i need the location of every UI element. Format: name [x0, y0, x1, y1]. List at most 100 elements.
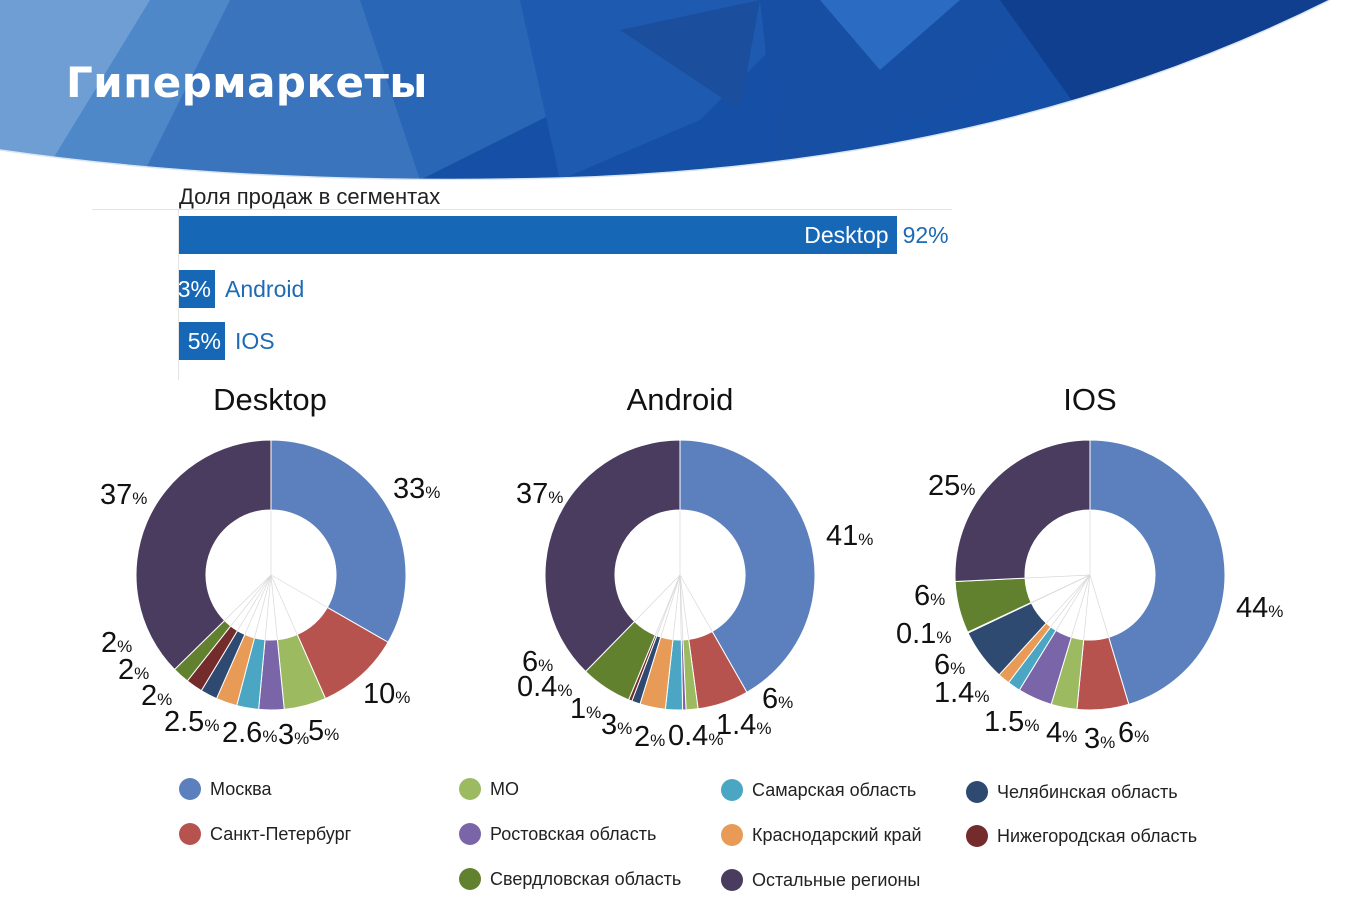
donut-guide-line: [1050, 574, 1091, 628]
donut-slice-desktop-9: [135, 439, 272, 671]
legend-item-chelyabinsk: Челябинская область: [966, 779, 1178, 805]
legend-label: Самарская область: [752, 779, 917, 800]
donut-guide-line: [1045, 574, 1091, 624]
bar-category-android: Android: [225, 276, 305, 302]
donut-label-desktop-6: 2%: [141, 680, 172, 712]
donut-label-ios-2: 3%: [1084, 723, 1115, 755]
donut-slice-android-9: [544, 439, 681, 673]
donut-guide-line: [1055, 574, 1091, 631]
bar-category-ios: IOS: [235, 328, 275, 354]
donut-label-desktop-5: 2.5%: [164, 706, 219, 738]
donut-label-android-8: 6%: [522, 646, 553, 678]
bar-value-ios: 5%: [187, 328, 221, 354]
bar-value-desktop: 92%: [902, 222, 949, 248]
donut-guide-line: [270, 574, 328, 608]
legend-swatch: [179, 823, 201, 845]
donut-guide-line: [654, 574, 681, 636]
donut-guide-line: [672, 574, 681, 640]
bar-category-desktop: Desktop: [804, 222, 889, 248]
legend-item-rostov: Ростовская область: [459, 821, 656, 847]
legend-swatch: [966, 781, 988, 803]
donut-guide-line: [1083, 574, 1091, 640]
donut-label-ios-8: 6%: [914, 580, 945, 612]
legend-swatch: [721, 869, 743, 891]
legend-item-other: Остальные регионы: [721, 867, 920, 893]
legend-swatch: [966, 825, 988, 847]
legend-item-spb: Санкт-Петербург: [179, 821, 351, 847]
donut-label-android-1: 6%: [762, 683, 793, 715]
bar-value-android: 3%: [177, 276, 211, 302]
donut-label-ios-4: 1.5%: [984, 706, 1039, 738]
donut-label-desktop-9: 37%: [100, 479, 147, 511]
page-title: Гипермаркеты: [66, 58, 428, 107]
donut-guide-line: [1070, 574, 1091, 638]
donut-guide-line: [660, 574, 681, 638]
donut-label-android-7: 0.4%: [517, 671, 572, 703]
donut-slice-ios-0: [1089, 439, 1226, 705]
donut-label-desktop-2: 5%: [308, 715, 339, 747]
donut-label-android-9: 37%: [516, 478, 563, 510]
bar-chart-axis: [178, 210, 179, 380]
donut-label-android-3: 0.4%: [668, 720, 723, 752]
donut-label-android-6: 1%: [570, 693, 601, 725]
donut-label-desktop-4: 2.6%: [222, 717, 277, 749]
bar-chart-divider: [92, 209, 952, 210]
donut-label-desktop-0: 33%: [393, 473, 440, 505]
legend-label: Нижегородская область: [997, 825, 1198, 846]
donut-label-ios-5: 1.4%: [934, 677, 989, 709]
legend-label: Остальные регионы: [752, 869, 921, 890]
legend-swatch: [459, 823, 481, 845]
donut-guide-line: [254, 574, 272, 638]
donut-guide-line: [244, 574, 272, 635]
donut-label-desktop-7: 2%: [118, 654, 149, 686]
donut-label-desktop-1: 10%: [363, 678, 410, 710]
donut-slice-desktop-0: [270, 439, 407, 643]
donut-guide-line: [230, 574, 272, 627]
legend-swatch: [459, 778, 481, 800]
pie-title-ios: IOS: [1063, 382, 1117, 417]
donut-label-android-5: 3%: [601, 709, 632, 741]
legend-label: Челябинская область: [997, 781, 1178, 802]
bar-android: [179, 270, 215, 308]
donut-guide-line: [270, 574, 278, 640]
header-banner: [0, 0, 1331, 180]
donut-guide-line: [1089, 574, 1110, 638]
donut-label-ios-7: 0.1%: [896, 618, 951, 650]
donut-label-desktop-3: 3%: [278, 719, 309, 751]
legend-item-mo: МО: [459, 776, 519, 802]
donut-guide-line: [679, 574, 690, 640]
pie-title-android: Android: [626, 382, 734, 417]
bar-chart-title: Доля продаж в сегментах: [179, 184, 441, 209]
donut-guide-line: [224, 574, 272, 621]
legend-label: Свердловская область: [490, 868, 682, 889]
donut-label-ios-3: 4%: [1046, 717, 1077, 749]
donut-guide-line: [237, 574, 272, 631]
legend-item-krasnodar: Краснодарский край: [721, 822, 922, 848]
donut-slice-android-0: [679, 439, 816, 693]
legend-item-sverdlovsk: Свердловская область: [459, 866, 681, 892]
legend-label: Краснодарский край: [752, 824, 922, 845]
donut-guide-line: [264, 574, 272, 640]
donut-slice-ios-9: [954, 439, 1091, 583]
pie-title-desktop: Desktop: [213, 382, 327, 417]
donut-label-ios-6: 6%: [934, 649, 965, 681]
donut-guide-line: [1025, 574, 1091, 579]
donut-label-ios-0: 44%: [1236, 592, 1283, 624]
legend-swatch: [721, 824, 743, 846]
donut-label-android-2: 1.4%: [716, 709, 771, 741]
donut-label-android-4: 2%: [634, 721, 665, 753]
legend-swatch: [179, 778, 201, 800]
donut-guide-line: [634, 574, 681, 622]
legend-label: Ростовская область: [490, 823, 657, 844]
bar-desktop: [179, 216, 897, 254]
donut-label-ios-1: 6%: [1118, 717, 1149, 749]
legend-label: Санкт-Петербург: [210, 823, 352, 844]
bar-ios: [179, 322, 225, 360]
donut-label-ios-9: 25%: [928, 470, 975, 502]
legend-swatch: [459, 868, 481, 890]
donut-label-desktop-8: 2%: [101, 627, 132, 659]
donut-guide-line: [679, 574, 713, 632]
legend-item-moscow: Москва: [179, 776, 271, 802]
legend-item-nizhny: Нижегородская область: [966, 823, 1197, 849]
